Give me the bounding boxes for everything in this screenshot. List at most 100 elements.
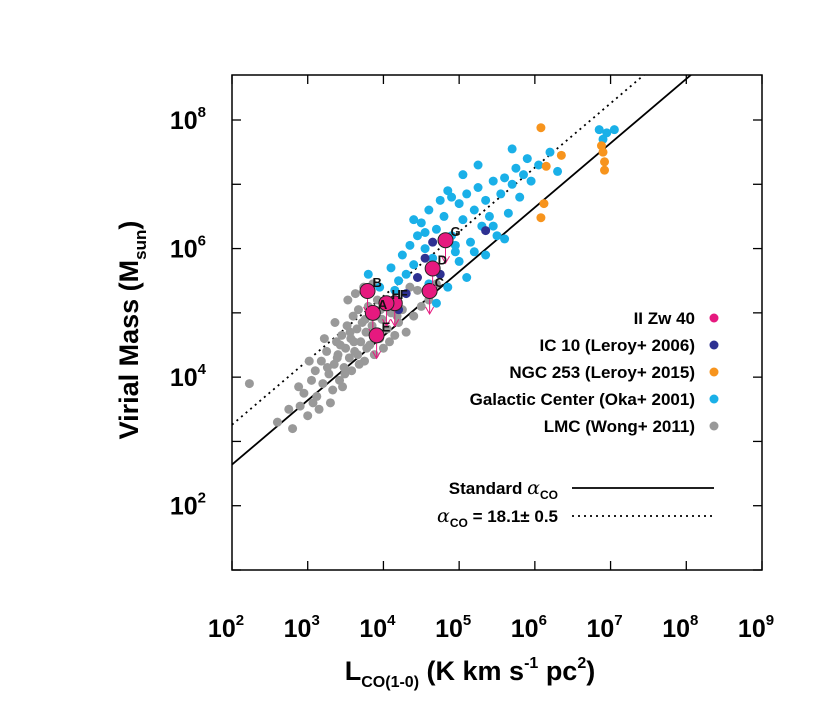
point-series-4 [288, 424, 298, 434]
point-series-3 [413, 231, 422, 241]
x-tick-label-2: 104 [359, 612, 396, 643]
point-series-4 [352, 324, 362, 334]
point-series-3 [454, 256, 464, 266]
point-series-3 [492, 231, 502, 241]
legend-marker-4 [709, 421, 719, 431]
point-iizw40-C [421, 283, 438, 299]
point-series-4 [330, 318, 340, 327]
point-series-3 [526, 176, 536, 186]
point-series-4 [348, 311, 358, 321]
point-series-3 [553, 166, 563, 176]
point-series-4 [328, 385, 338, 395]
point-series-4 [345, 327, 355, 337]
point-series-1 [413, 273, 422, 282]
x-tick-label-5: 107 [586, 612, 622, 643]
point-series-3 [431, 224, 441, 234]
point-series-2 [556, 150, 566, 160]
tick-labels: 102 103 104 105 106 107 108 109 102 104 106 108 [170, 104, 774, 643]
point-series-4 [294, 382, 304, 392]
point-label-F: F [400, 287, 408, 302]
point-series-4 [314, 404, 324, 414]
relation-line-1 [232, 75, 646, 426]
x-tick-label-7: 109 [738, 612, 774, 643]
point-series-3 [428, 253, 438, 263]
point-series-4 [390, 330, 400, 340]
point-series-2 [596, 141, 606, 151]
point-series-4 [356, 337, 366, 347]
upper-limit-arrow [372, 351, 382, 360]
point-series-1 [428, 237, 438, 247]
point-labels: AB CD E F G H [373, 224, 461, 334]
point-iizw40-H [378, 295, 395, 312]
point-series-2 [600, 157, 610, 167]
upper-limit-arrow [428, 284, 438, 293]
point-series-4 [361, 327, 371, 337]
point-series-3 [424, 205, 434, 215]
point-series-3 [409, 260, 419, 270]
point-series-4 [299, 388, 309, 398]
point-iizw40-A [364, 304, 381, 321]
x-tick-label-1: 103 [284, 612, 320, 643]
legend-label-3: Galactic Center (Oka+ 2001) [470, 390, 695, 409]
point-series-3 [447, 192, 457, 202]
y-tick-label-0: 102 [170, 490, 206, 521]
legend-label-1: IC 10 (Leroy+ 2006) [540, 336, 695, 355]
legend-marker-1 [709, 340, 719, 350]
point-series-3 [481, 195, 491, 205]
point-series-3 [594, 125, 604, 135]
upper-limit-arrow [382, 318, 391, 328]
point-label-D: D [438, 253, 447, 268]
point-series-2 [539, 199, 549, 209]
point-series-3 [390, 285, 400, 295]
line-legend-label-1: αCO = 18.1± 0.5 [437, 505, 558, 530]
point-label-H: H [391, 287, 400, 302]
upper-limit-arrow [390, 318, 400, 328]
point-label-G: G [451, 224, 461, 239]
x-tick-label-3: 105 [435, 612, 471, 643]
point-series-4 [353, 350, 363, 360]
legend-marker-2 [709, 367, 719, 377]
point-series-4 [416, 301, 426, 311]
point-series-3 [519, 170, 528, 180]
point-series-4 [382, 324, 392, 334]
line-legend: Standard αCO αCO = 18.1± 0.5 [437, 477, 714, 530]
point-series-4 [413, 285, 422, 295]
point-series-4 [350, 289, 360, 299]
point-series-3 [394, 276, 404, 286]
legend-marker-3 [709, 394, 719, 404]
upper-limit-arrow [425, 306, 435, 316]
point-series-3 [363, 269, 373, 279]
point-series-3 [450, 240, 460, 250]
point-series-4 [343, 295, 353, 305]
line-legend-label-0: Standard αCO [449, 477, 558, 502]
point-series-3 [462, 273, 472, 282]
point-series-4 [344, 353, 354, 363]
point-series-3 [431, 298, 441, 308]
point-series-3 [496, 189, 506, 199]
point-series-3 [522, 154, 532, 164]
point-series-1 [420, 253, 430, 263]
point-series-3 [443, 282, 453, 292]
point-series-3 [515, 192, 525, 202]
point-series-3 [534, 160, 544, 170]
point-series-4 [272, 417, 282, 427]
x-axis-title: LCO(1-0) (K km s-1 pc2) [345, 655, 595, 691]
point-iizw40-G [437, 232, 454, 249]
point-series-3 [386, 263, 396, 273]
point-series-4 [332, 353, 342, 363]
point-series-3 [416, 218, 426, 228]
legend-marker-0 [709, 313, 719, 323]
x-tick-label-6: 108 [662, 612, 698, 643]
point-series-4 [303, 411, 313, 421]
point-series-3 [507, 179, 517, 189]
point-series-1 [481, 226, 491, 236]
point-label-B: B [373, 275, 382, 290]
point-series-3 [439, 211, 449, 221]
point-series-4 [319, 334, 329, 344]
point-series-4 [409, 311, 419, 321]
point-series-3 [507, 144, 517, 154]
point-series-3 [469, 247, 479, 257]
point-series-3 [545, 147, 555, 157]
y-tick-label-2: 106 [170, 233, 206, 264]
